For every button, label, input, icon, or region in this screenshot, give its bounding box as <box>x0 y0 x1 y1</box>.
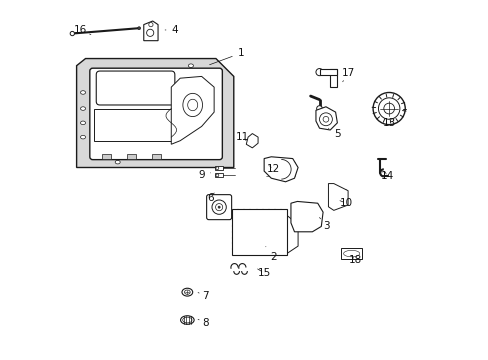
Polygon shape <box>287 216 298 253</box>
Polygon shape <box>264 157 298 182</box>
Text: 15: 15 <box>257 268 270 278</box>
Bar <box>231 208 287 255</box>
Circle shape <box>138 69 143 75</box>
Polygon shape <box>77 59 233 167</box>
Polygon shape <box>290 202 323 232</box>
Polygon shape <box>246 134 258 148</box>
Text: 8: 8 <box>198 318 208 328</box>
Text: 7: 7 <box>198 291 208 301</box>
Circle shape <box>372 93 405 125</box>
Circle shape <box>138 27 140 30</box>
Polygon shape <box>215 166 223 170</box>
Text: 5: 5 <box>328 128 340 139</box>
Text: 2: 2 <box>265 247 276 262</box>
Polygon shape <box>215 173 223 177</box>
Ellipse shape <box>184 290 190 294</box>
Circle shape <box>215 203 222 211</box>
Ellipse shape <box>81 91 85 94</box>
Text: 13: 13 <box>382 112 395 128</box>
Polygon shape <box>143 21 158 41</box>
Polygon shape <box>340 248 362 259</box>
Circle shape <box>216 167 218 170</box>
Text: 17: 17 <box>341 68 354 82</box>
Text: 18: 18 <box>348 255 361 265</box>
Circle shape <box>216 174 218 177</box>
Ellipse shape <box>81 121 85 125</box>
Ellipse shape <box>183 317 192 323</box>
Polygon shape <box>328 184 347 210</box>
Circle shape <box>319 113 332 126</box>
Circle shape <box>146 29 153 36</box>
Ellipse shape <box>182 288 192 296</box>
Bar <box>151 154 160 159</box>
Text: 11: 11 <box>236 132 249 142</box>
Text: 12: 12 <box>266 164 279 174</box>
Text: 1: 1 <box>209 48 244 65</box>
Text: 4: 4 <box>165 25 178 35</box>
Polygon shape <box>319 69 336 75</box>
FancyBboxPatch shape <box>206 195 231 220</box>
Ellipse shape <box>81 107 85 111</box>
Circle shape <box>378 98 399 119</box>
Circle shape <box>316 106 322 111</box>
Polygon shape <box>315 107 337 130</box>
Ellipse shape <box>115 160 120 164</box>
Text: 14: 14 <box>380 171 393 181</box>
Text: 3: 3 <box>319 217 329 231</box>
Text: 10: 10 <box>339 198 352 208</box>
Text: 9: 9 <box>198 170 210 180</box>
Bar <box>126 154 135 159</box>
Text: 6: 6 <box>207 193 214 203</box>
FancyBboxPatch shape <box>90 68 222 159</box>
Circle shape <box>323 116 328 122</box>
Ellipse shape <box>188 64 193 67</box>
Polygon shape <box>171 76 214 144</box>
Ellipse shape <box>81 135 85 139</box>
Circle shape <box>148 22 153 27</box>
Circle shape <box>383 103 394 114</box>
Circle shape <box>218 206 220 208</box>
Text: 16: 16 <box>73 25 91 35</box>
Circle shape <box>70 31 74 36</box>
Bar <box>94 109 173 141</box>
Ellipse shape <box>180 316 194 324</box>
FancyBboxPatch shape <box>96 71 175 105</box>
Circle shape <box>315 68 323 76</box>
Bar <box>102 154 110 159</box>
Circle shape <box>212 200 226 214</box>
Polygon shape <box>329 69 336 87</box>
